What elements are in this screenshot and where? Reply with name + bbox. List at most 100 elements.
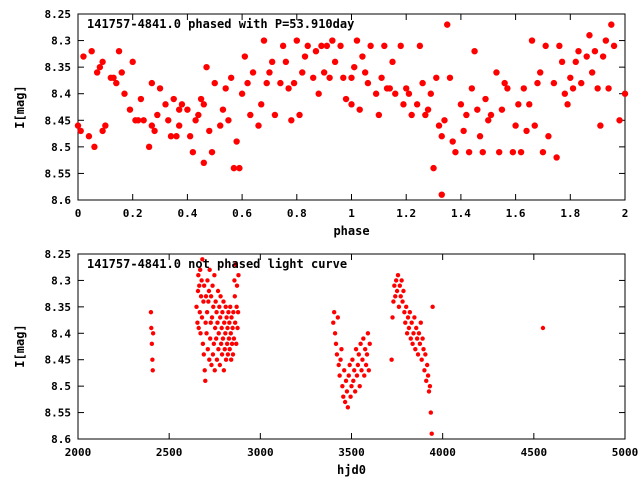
- x-tick-label: 0.8: [287, 207, 307, 220]
- data-point: [591, 48, 599, 55]
- data-point: [435, 122, 443, 129]
- data-point: [333, 341, 339, 347]
- data-point: [235, 325, 240, 331]
- data-point: [338, 357, 343, 362]
- data-point: [348, 101, 355, 108]
- data-point: [542, 42, 549, 50]
- data-point: [346, 373, 351, 378]
- data-point: [344, 389, 350, 394]
- data-point: [545, 133, 552, 140]
- data-point: [378, 74, 385, 81]
- data-point: [218, 341, 224, 347]
- data-point: [588, 69, 596, 76]
- data-point: [228, 357, 234, 362]
- data-point: [419, 79, 426, 87]
- data-point: [140, 117, 147, 124]
- data-point: [444, 21, 451, 28]
- data-point: [438, 191, 445, 198]
- data-point: [219, 352, 225, 357]
- data-point: [393, 278, 399, 283]
- data-point: [196, 272, 201, 278]
- data-point: [558, 58, 566, 66]
- data-point: [211, 341, 217, 347]
- data-point: [192, 117, 199, 124]
- data-point: [225, 352, 231, 357]
- data-point: [424, 362, 430, 368]
- data-point: [342, 399, 348, 405]
- data-point: [312, 48, 320, 55]
- data-point: [351, 63, 358, 71]
- data-point: [360, 357, 365, 362]
- data-point: [255, 122, 262, 129]
- data-point: [597, 122, 604, 129]
- data-point: [340, 74, 347, 81]
- data-point: [197, 267, 203, 273]
- data-point: [203, 63, 210, 71]
- data-point: [228, 331, 233, 336]
- x-tick-label: 1.4: [451, 207, 471, 220]
- data-point: [219, 106, 227, 113]
- data-point: [358, 341, 363, 347]
- data-point: [145, 143, 153, 151]
- data-point: [148, 122, 156, 129]
- data-point: [118, 69, 125, 76]
- data-point: [381, 42, 388, 50]
- data-point: [398, 294, 403, 299]
- data-point: [198, 294, 204, 299]
- data-point: [205, 278, 210, 283]
- data-point: [337, 373, 342, 378]
- data-point: [299, 69, 306, 76]
- data-point: [231, 336, 237, 341]
- data-point: [572, 58, 579, 66]
- data-point: [359, 53, 366, 60]
- data-point: [430, 164, 437, 172]
- data-point: [400, 299, 405, 304]
- data-point: [427, 383, 433, 389]
- data-point: [149, 341, 155, 347]
- data-point: [121, 90, 128, 97]
- phased-light-curve-plot: 0 0.2 0.4 0.6 0.8 1 1.2 1.4 1.6 1.8 2 8.25 8.3 8.35 8.…: [13, 8, 628, 238]
- data-point: [165, 117, 172, 124]
- data-point: [260, 37, 268, 44]
- data-point: [405, 90, 413, 97]
- data-point: [258, 101, 265, 108]
- data-point: [367, 42, 374, 50]
- data-point: [531, 122, 538, 129]
- data-point: [216, 346, 221, 352]
- data-point: [149, 325, 154, 331]
- data-point: [110, 74, 117, 81]
- data-point: [205, 346, 211, 352]
- data-point: [220, 309, 225, 315]
- data-point: [413, 346, 418, 352]
- data-point: [354, 373, 360, 378]
- data-point: [465, 148, 473, 156]
- data-point: [404, 331, 410, 336]
- data-point: [217, 362, 223, 368]
- data-point: [277, 79, 284, 87]
- data-point: [586, 32, 593, 39]
- data-point: [216, 331, 221, 336]
- data-point: [244, 79, 251, 87]
- data-point: [474, 106, 481, 113]
- data-point: [206, 288, 212, 294]
- data-point: [238, 90, 246, 97]
- unphased-light-curve-plot: 2000 2500 3000 3500 4000 4500 5000 8.25 8.3 8.35 8…: [13, 248, 638, 477]
- data-point: [422, 111, 429, 119]
- y-tick-label: 8.5: [51, 380, 71, 393]
- data-point: [268, 58, 276, 66]
- data-point: [428, 410, 434, 415]
- data-point: [349, 383, 354, 389]
- data-point: [150, 357, 155, 362]
- data-point: [339, 346, 344, 352]
- x-tick-label: 2000: [65, 446, 92, 459]
- data-point: [365, 331, 371, 336]
- data-point: [150, 368, 155, 373]
- data-point: [194, 304, 199, 310]
- x-tick-label: 1.8: [560, 207, 580, 220]
- data-point: [218, 315, 223, 320]
- data-point: [219, 325, 224, 331]
- chart-title: 141757-4841.0 phased with P=53.910day: [87, 17, 354, 31]
- data-point: [386, 85, 393, 92]
- data-point: [372, 90, 380, 97]
